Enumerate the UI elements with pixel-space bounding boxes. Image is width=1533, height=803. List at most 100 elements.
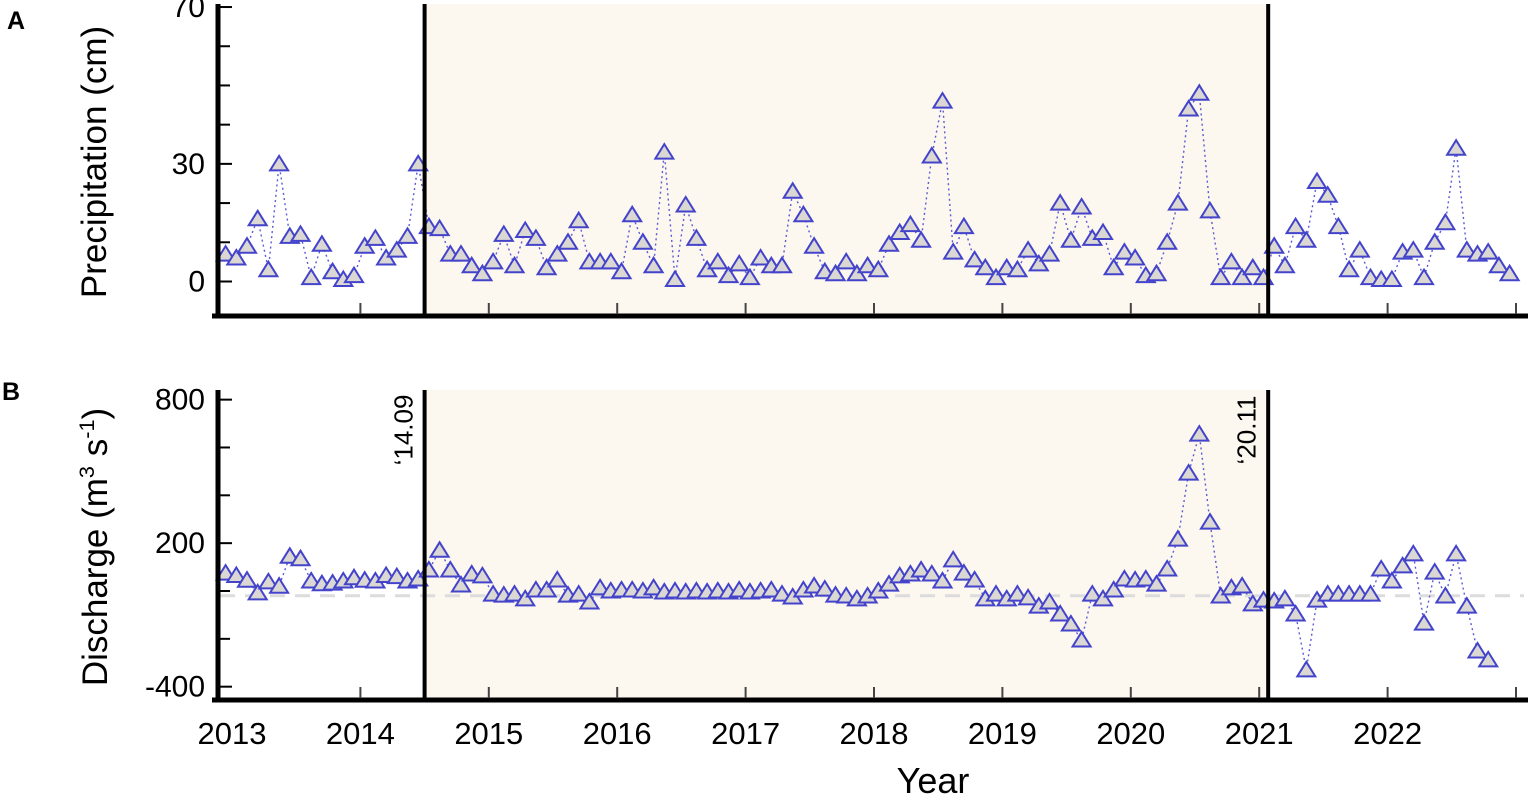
triangle-marker: [1167, 529, 1189, 547]
triangle-marker: [428, 540, 451, 558]
triangle-marker: [386, 566, 408, 585]
triangle-marker: [1445, 544, 1467, 562]
triangle-marker: [1434, 212, 1457, 231]
triangle-marker: [268, 576, 290, 594]
triangle-marker: [1209, 267, 1232, 286]
triangle-marker: [1102, 580, 1125, 598]
triangle-marker: [439, 560, 462, 578]
triangle-marker: [300, 571, 322, 589]
triangle-marker: [1156, 559, 1178, 577]
triangle-marker: [653, 142, 676, 160]
triangle-marker: [1434, 586, 1457, 604]
triangle-marker: [1135, 569, 1157, 587]
triangle-marker: [1423, 232, 1446, 250]
title-text: ): [75, 407, 115, 420]
triangle-marker: [910, 560, 932, 578]
triangle-marker: [760, 580, 783, 598]
x-tick-label: 2016: [583, 716, 652, 751]
triangle-marker: [1327, 216, 1350, 235]
triangle-marker: [728, 254, 750, 272]
triangle-marker: [867, 259, 890, 278]
triangle-marker: [974, 257, 997, 276]
triangle-marker: [364, 228, 387, 246]
triangle-marker: [257, 572, 280, 590]
triangle-marker: [257, 259, 280, 278]
triangle-marker: [1199, 512, 1221, 530]
triangle-marker: [1466, 641, 1489, 659]
triangle-marker: [1295, 230, 1318, 248]
y-tick-label: 0: [188, 266, 205, 299]
event-line-label-1409: ‘14.09: [388, 394, 419, 466]
triangle-marker: [771, 255, 793, 274]
triangle-marker: [1113, 242, 1136, 260]
series-markers: [214, 83, 1521, 287]
triangle-marker: [685, 228, 708, 246]
triangle-marker: [546, 570, 569, 588]
triangle-marker: [824, 263, 847, 282]
triangle-marker: [707, 252, 729, 270]
triangle-marker: [535, 580, 558, 598]
triangle-marker: [781, 181, 804, 199]
triangle-marker: [450, 244, 472, 262]
triangle-marker: [246, 208, 269, 227]
triangle-marker: [1220, 252, 1243, 270]
y-tick-label: -400: [145, 671, 205, 704]
triangle-marker: [1402, 240, 1425, 258]
triangle-marker: [225, 565, 248, 583]
triangle-marker: [514, 220, 536, 238]
triangle-marker: [1188, 83, 1211, 101]
triangle-marker: [482, 252, 504, 270]
triangle-marker: [1199, 201, 1221, 219]
triangle-marker: [610, 261, 633, 280]
x-tick-label: 2022: [1353, 716, 1422, 751]
triangle-marker: [814, 579, 836, 597]
triangle-marker: [535, 257, 558, 276]
triangle-marker: [717, 265, 740, 284]
triangle-marker: [921, 564, 943, 582]
triangle-marker: [931, 571, 954, 589]
triangle-marker: [621, 204, 643, 223]
x-tick-label: 2013: [198, 716, 267, 751]
triangle-marker: [1370, 559, 1392, 577]
triangle-marker: [953, 563, 975, 581]
triangle-marker: [1188, 424, 1211, 442]
panel-a-y-axis-title: Precipitation (cm): [75, 25, 114, 299]
triangle-marker: [1359, 584, 1382, 602]
triangle-marker: [1177, 99, 1200, 117]
triangle-marker: [1242, 257, 1264, 276]
triangle-marker: [1381, 571, 1403, 589]
triangle-marker: [942, 242, 964, 260]
triangle-marker: [1145, 574, 1168, 592]
y-tick-label: 30: [172, 148, 205, 181]
triangle-marker: [942, 550, 964, 568]
triangle-marker: [578, 592, 601, 610]
triangle-marker: [300, 267, 322, 286]
triangle-marker: [803, 236, 825, 254]
triangle-marker: [1295, 660, 1318, 678]
x-axis-title: Year: [896, 760, 970, 801]
triangle-marker: [1060, 230, 1082, 248]
triangle-marker: [1092, 222, 1114, 240]
triangle-marker: [460, 255, 483, 274]
panel-b: 800 200 -400 2013 2014 2015 2016 2017 2018 2019 20…: [145, 384, 1528, 751]
triangle-marker: [1177, 463, 1200, 481]
triangle-marker: [236, 570, 258, 588]
triangle-marker: [985, 584, 1007, 602]
triangle-marker: [321, 261, 344, 280]
triangle-marker: [557, 232, 579, 250]
triangle-marker: [503, 584, 526, 602]
triangle-marker: [1167, 193, 1189, 211]
triangle-marker: [856, 255, 879, 274]
triangle-marker: [1017, 240, 1039, 258]
title-text: Discharge (m: [75, 478, 115, 687]
triangle-marker: [450, 575, 472, 593]
y-tick-label: 70: [172, 0, 205, 24]
triangle-marker: [749, 248, 772, 266]
superscript-text: -1: [74, 419, 100, 439]
triangle-marker: [899, 214, 922, 233]
triangle-marker: [493, 224, 515, 242]
triangle-marker: [1060, 614, 1082, 632]
triangle-marker: [1274, 255, 1296, 274]
triangle-marker: [214, 244, 237, 262]
